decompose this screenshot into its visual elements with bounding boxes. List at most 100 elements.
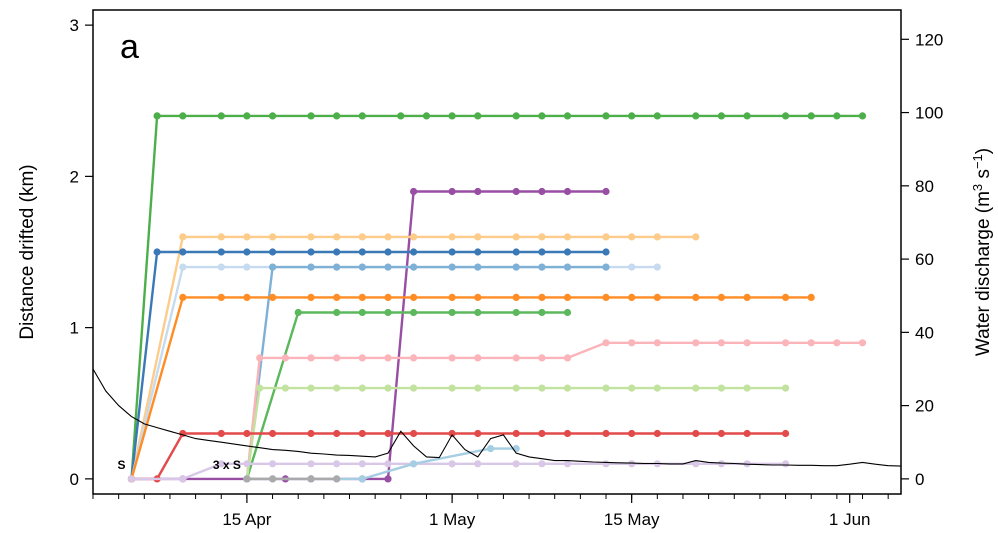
series-9-point [602, 384, 610, 392]
series-7-point [294, 308, 302, 317]
series-2-point [217, 233, 225, 241]
series-9-point [474, 384, 482, 392]
series-1-point [410, 187, 418, 196]
y-tick-label: 3 [70, 16, 79, 35]
series-0-point [628, 112, 636, 120]
series-8-point [384, 354, 392, 362]
series-10-line [131, 432, 786, 481]
series-7-point [563, 308, 572, 317]
series-10-point [512, 429, 520, 438]
series-6-point [717, 293, 726, 301]
series-4-line [130, 265, 658, 480]
series-10-point [628, 429, 636, 438]
series-0-point [538, 112, 546, 120]
series-0-point [717, 112, 726, 120]
y-axis-left: 0 1 2 3 [70, 16, 93, 489]
series-6-point [512, 293, 520, 301]
series-8-point [281, 354, 289, 362]
series-6-point [538, 293, 546, 301]
x-tick-label: 15 May [604, 510, 660, 529]
series-11-point [782, 460, 790, 468]
series-12-point [512, 445, 520, 453]
series-0-point [358, 112, 366, 120]
series-6-point [743, 293, 751, 301]
series-10-point [717, 429, 726, 438]
series-1-point [384, 475, 392, 483]
series-9-point [743, 384, 751, 392]
series-8-point [858, 339, 867, 347]
series-3-point [153, 248, 161, 256]
series-8-point [743, 339, 751, 347]
series-2-point [474, 233, 482, 241]
series-1-point [448, 187, 456, 196]
series-8-point [782, 339, 790, 347]
series-8-line [245, 341, 863, 480]
series-8-point [512, 354, 520, 362]
plot-frame [92, 9, 902, 495]
series-0-point [333, 112, 341, 120]
series-6-point [653, 293, 661, 301]
series-8-point [538, 354, 546, 362]
series-10-point [782, 429, 790, 438]
series-2-point [692, 233, 700, 241]
series-0-point [179, 112, 187, 120]
series-3-point [448, 248, 456, 256]
series-2-point [538, 233, 546, 241]
annotation-layer: S 3 x S [117, 458, 240, 472]
series-10-point [538, 429, 546, 438]
x-axis: 15 Apr 1 May 15 May 1 Jun [92, 494, 889, 529]
y2-tick-label: 60 [915, 250, 934, 269]
y2-title-base: Water discharge (m [973, 191, 994, 356]
series-5-point [307, 263, 315, 271]
series-0-point [269, 112, 277, 120]
series-2-point [512, 233, 520, 241]
series-7-point [410, 308, 418, 317]
series-6-point [217, 293, 225, 301]
start-annotation: 3 x S [213, 458, 241, 472]
y-axis-left-title: Distance drifted (km) [17, 164, 38, 339]
series-9-point [563, 384, 572, 392]
series-11-point [692, 460, 700, 468]
series-5-point [563, 263, 572, 271]
series-8-point [807, 339, 815, 347]
series-9-point [281, 384, 289, 392]
series-3-point [179, 248, 187, 256]
series-0-point [692, 112, 700, 120]
series-3-point [384, 248, 392, 256]
series-9-point [653, 384, 661, 392]
series-9-point [692, 384, 700, 392]
series-3 [127, 248, 610, 483]
series-1-point [602, 187, 610, 196]
series-2-point [243, 233, 251, 241]
series-8 [243, 339, 867, 483]
y2-title-end: ) [973, 148, 994, 154]
series-8-point [448, 354, 456, 362]
series-9-point [628, 384, 636, 392]
series-10-point [217, 429, 225, 438]
y2-tick-label: 100 [915, 104, 943, 123]
series-1-point [512, 187, 520, 196]
series-2-point [333, 233, 341, 241]
y2-tick-label: 20 [915, 397, 934, 416]
series-6-point [358, 293, 366, 301]
series-5-point [448, 263, 456, 271]
series-10 [127, 429, 790, 483]
series-1-point [563, 187, 572, 196]
series-13-point [307, 475, 315, 483]
series-9-point [782, 384, 790, 392]
series-6-point [692, 293, 700, 301]
series-13-point [333, 475, 341, 483]
series-10-point [743, 429, 751, 438]
y-axis-right: 0 20 40 60 80 100 120 [901, 30, 943, 489]
series-6-point [563, 293, 572, 301]
series-10-point [269, 429, 277, 438]
series-11-point [243, 460, 251, 468]
series-9 [243, 384, 790, 483]
series-6-point [807, 293, 815, 301]
series-5-point [538, 263, 546, 271]
series-6-point [474, 293, 482, 301]
series-8-point [474, 354, 482, 362]
series-6-point [410, 293, 418, 301]
discharge-line [92, 368, 902, 467]
